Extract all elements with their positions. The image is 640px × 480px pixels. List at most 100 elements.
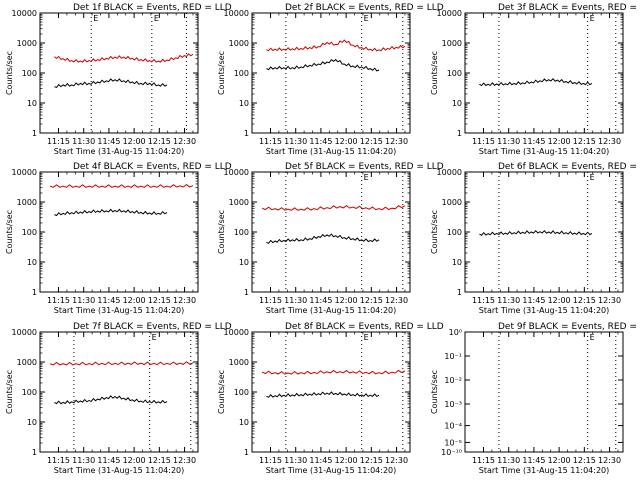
time-marker-label: E <box>590 173 595 182</box>
x-tick-label: 12:15 <box>148 456 171 465</box>
x-tick-label: 12:30 <box>173 296 196 305</box>
y-tick-label: 100 <box>22 228 37 237</box>
panel-title: Det 9f BLACK = Events, RED = LLD <box>498 322 640 332</box>
plot-frame <box>39 171 199 293</box>
y-tick-label: 10⁻² <box>444 376 462 385</box>
y-tick-label: 1000 <box>17 358 37 367</box>
y-tick-label: 100 <box>22 388 37 397</box>
x-tick-label: 11:15 <box>47 137 70 146</box>
y-axis-label: Counts/sec <box>217 370 226 414</box>
panel-det-4: Det 4f BLACK = Events, RED = LLD 1 10 100 10… <box>5 162 232 315</box>
x-axis-label: Start Time (31-Aug-15 11:04:20) <box>479 147 610 156</box>
y-tick-label: 1 <box>32 448 37 457</box>
panel-det-2: Det 2f BLACK = Events, RED = LLD 1 10 100 10… <box>217 3 444 156</box>
time-marker-label: E <box>590 333 595 342</box>
y-tick-label: 10⁰ <box>449 328 462 337</box>
x-tick-label: 11:30 <box>497 137 520 146</box>
y-axis-label: Counts/sec <box>5 210 14 254</box>
x-tick-label: 12:00 <box>335 296 358 305</box>
y-tick-label: 10⁻⁴ <box>444 422 462 431</box>
x-tick-label: 12:00 <box>548 137 571 146</box>
x-tick-label: 12:00 <box>548 456 571 465</box>
x-tick-label: 12:30 <box>385 296 408 305</box>
x-tick-label: 11:45 <box>522 456 545 465</box>
panel-title: Det 6f BLACK = Events, RED = LLD <box>498 162 640 172</box>
y-tick-label: 1000 <box>442 198 462 207</box>
x-tick-label: 12:00 <box>335 456 358 465</box>
y-axis-label: Counts/sec <box>217 51 226 95</box>
x-tick-label: 12:30 <box>173 137 196 146</box>
x-tick-label: 12:30 <box>385 456 408 465</box>
y-axis-label: Counts/sec <box>5 370 14 414</box>
y-tick-label: 100 <box>447 228 462 237</box>
x-tick-label: 12:15 <box>360 456 383 465</box>
y-axis-label: Counts/sec <box>430 210 439 254</box>
time-marker-label: E <box>152 333 157 342</box>
x-tick-label: 12:15 <box>573 296 596 305</box>
x-tick-label: 12:00 <box>123 296 146 305</box>
panel-det-9: Det 9f BLACK = Events, RED = LLD 10⁰ 10⁻¹ 1… <box>430 322 640 475</box>
x-tick-label: 11:15 <box>259 456 282 465</box>
series-events <box>266 233 380 244</box>
x-tick-label: 12:00 <box>123 137 146 146</box>
panel-title: Det 4f BLACK = Events, RED = LLD <box>73 162 232 172</box>
y-tick-label: 10000 <box>437 9 462 18</box>
y-tick-label: 10000 <box>12 9 37 18</box>
x-tick-label: 12:00 <box>335 137 358 146</box>
y-tick-label: 100 <box>234 388 249 397</box>
series-events <box>479 229 593 236</box>
panel-title: Det 8f BLACK = Events, RED = LLD <box>285 322 444 332</box>
x-tick-label: 12:30 <box>385 137 408 146</box>
series-events <box>479 77 593 87</box>
plot-frame <box>251 171 411 293</box>
x-axis-label: Start Time (31-Aug-15 11:04:20) <box>479 306 610 315</box>
y-tick-label: 10 <box>239 99 249 108</box>
x-axis-label: Start Time (31-Aug-15 11:04:20) <box>54 147 185 156</box>
panel-title: Det 5f BLACK = Events, RED = LLD <box>285 162 444 172</box>
y-axis-label: Counts/sec <box>5 51 14 95</box>
x-tick-label: 11:15 <box>259 137 282 146</box>
y-tick-label: 1 <box>32 288 37 297</box>
x-tick-label: 11:45 <box>522 137 545 146</box>
x-axis-label: Start Time (31-Aug-15 11:04:20) <box>54 306 185 315</box>
x-tick-label: 12:30 <box>173 456 196 465</box>
y-tick-label: 1000 <box>229 358 249 367</box>
x-tick-label: 11:30 <box>72 137 95 146</box>
y-tick-label: 1 <box>32 129 37 138</box>
series-events <box>54 208 168 217</box>
y-tick-label: 10000 <box>224 9 249 18</box>
y-tick-label: 1000 <box>17 198 37 207</box>
y-tick-label: 10 <box>27 99 37 108</box>
x-tick-label: 11:15 <box>472 456 495 465</box>
x-tick-label: 12:30 <box>598 296 621 305</box>
x-tick-label: 11:15 <box>259 296 282 305</box>
y-tick-label: 1000 <box>17 39 37 48</box>
x-tick-label: 12:30 <box>598 137 621 146</box>
y-tick-label: 10⁻¹⁰ <box>441 448 462 457</box>
x-tick-label: 11:30 <box>72 296 95 305</box>
series-lld <box>49 183 194 188</box>
x-tick-label: 11:45 <box>522 296 545 305</box>
x-tick-label: 12:15 <box>148 137 171 146</box>
y-axis-label: Counts/sec <box>217 210 226 254</box>
x-axis-label: Start Time (31-Aug-15 11:04:20) <box>54 466 185 475</box>
y-tick-label: 1000 <box>229 198 249 207</box>
y-tick-label: 1 <box>457 288 462 297</box>
x-axis-label: Start Time (31-Aug-15 11:04:20) <box>266 306 397 315</box>
y-tick-label: 1 <box>457 129 462 138</box>
y-tick-label: 1 <box>244 288 249 297</box>
y-tick-label: 10 <box>239 418 249 427</box>
time-marker-label: E <box>590 14 595 23</box>
x-tick-label: 12:00 <box>548 296 571 305</box>
plot-frame <box>464 331 624 453</box>
time-marker-label: E <box>364 173 369 182</box>
plot-frame <box>251 12 411 134</box>
series-events <box>266 391 380 398</box>
series-events <box>54 78 168 88</box>
series-lld <box>49 361 194 366</box>
x-tick-label: 12:00 <box>123 456 146 465</box>
x-axis-label: Start Time (31-Aug-15 11:04:20) <box>266 466 397 475</box>
x-tick-label: 12:15 <box>360 296 383 305</box>
panel-title: Det 7f BLACK = Events, RED = LLD <box>73 322 232 332</box>
